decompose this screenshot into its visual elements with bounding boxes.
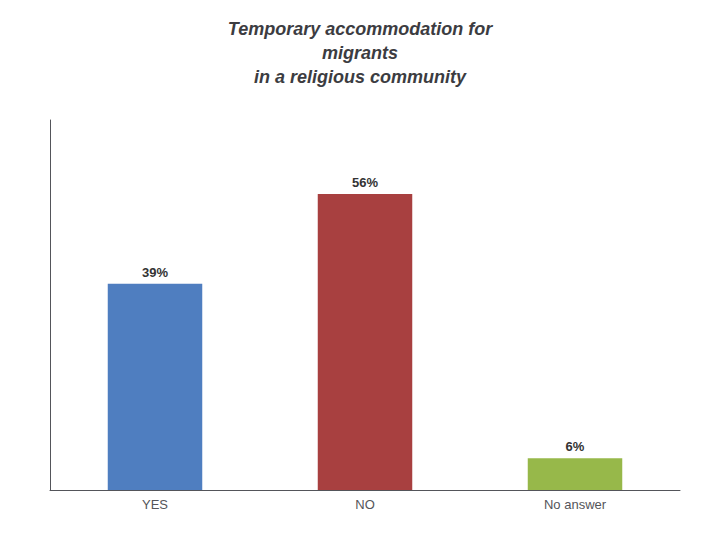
- svg-text:39%: 39%: [142, 265, 168, 280]
- svg-text:Temporary accommodation for: Temporary accommodation for: [228, 19, 493, 39]
- svg-text:in a religious community: in a religious community: [254, 67, 467, 87]
- svg-text:6%: 6%: [566, 439, 585, 454]
- svg-text:migrants: migrants: [322, 43, 398, 63]
- svg-text:NO: NO: [355, 497, 375, 512]
- svg-text:56%: 56%: [352, 175, 378, 190]
- svg-text:No answer: No answer: [544, 497, 607, 512]
- svg-text:YES: YES: [142, 497, 168, 512]
